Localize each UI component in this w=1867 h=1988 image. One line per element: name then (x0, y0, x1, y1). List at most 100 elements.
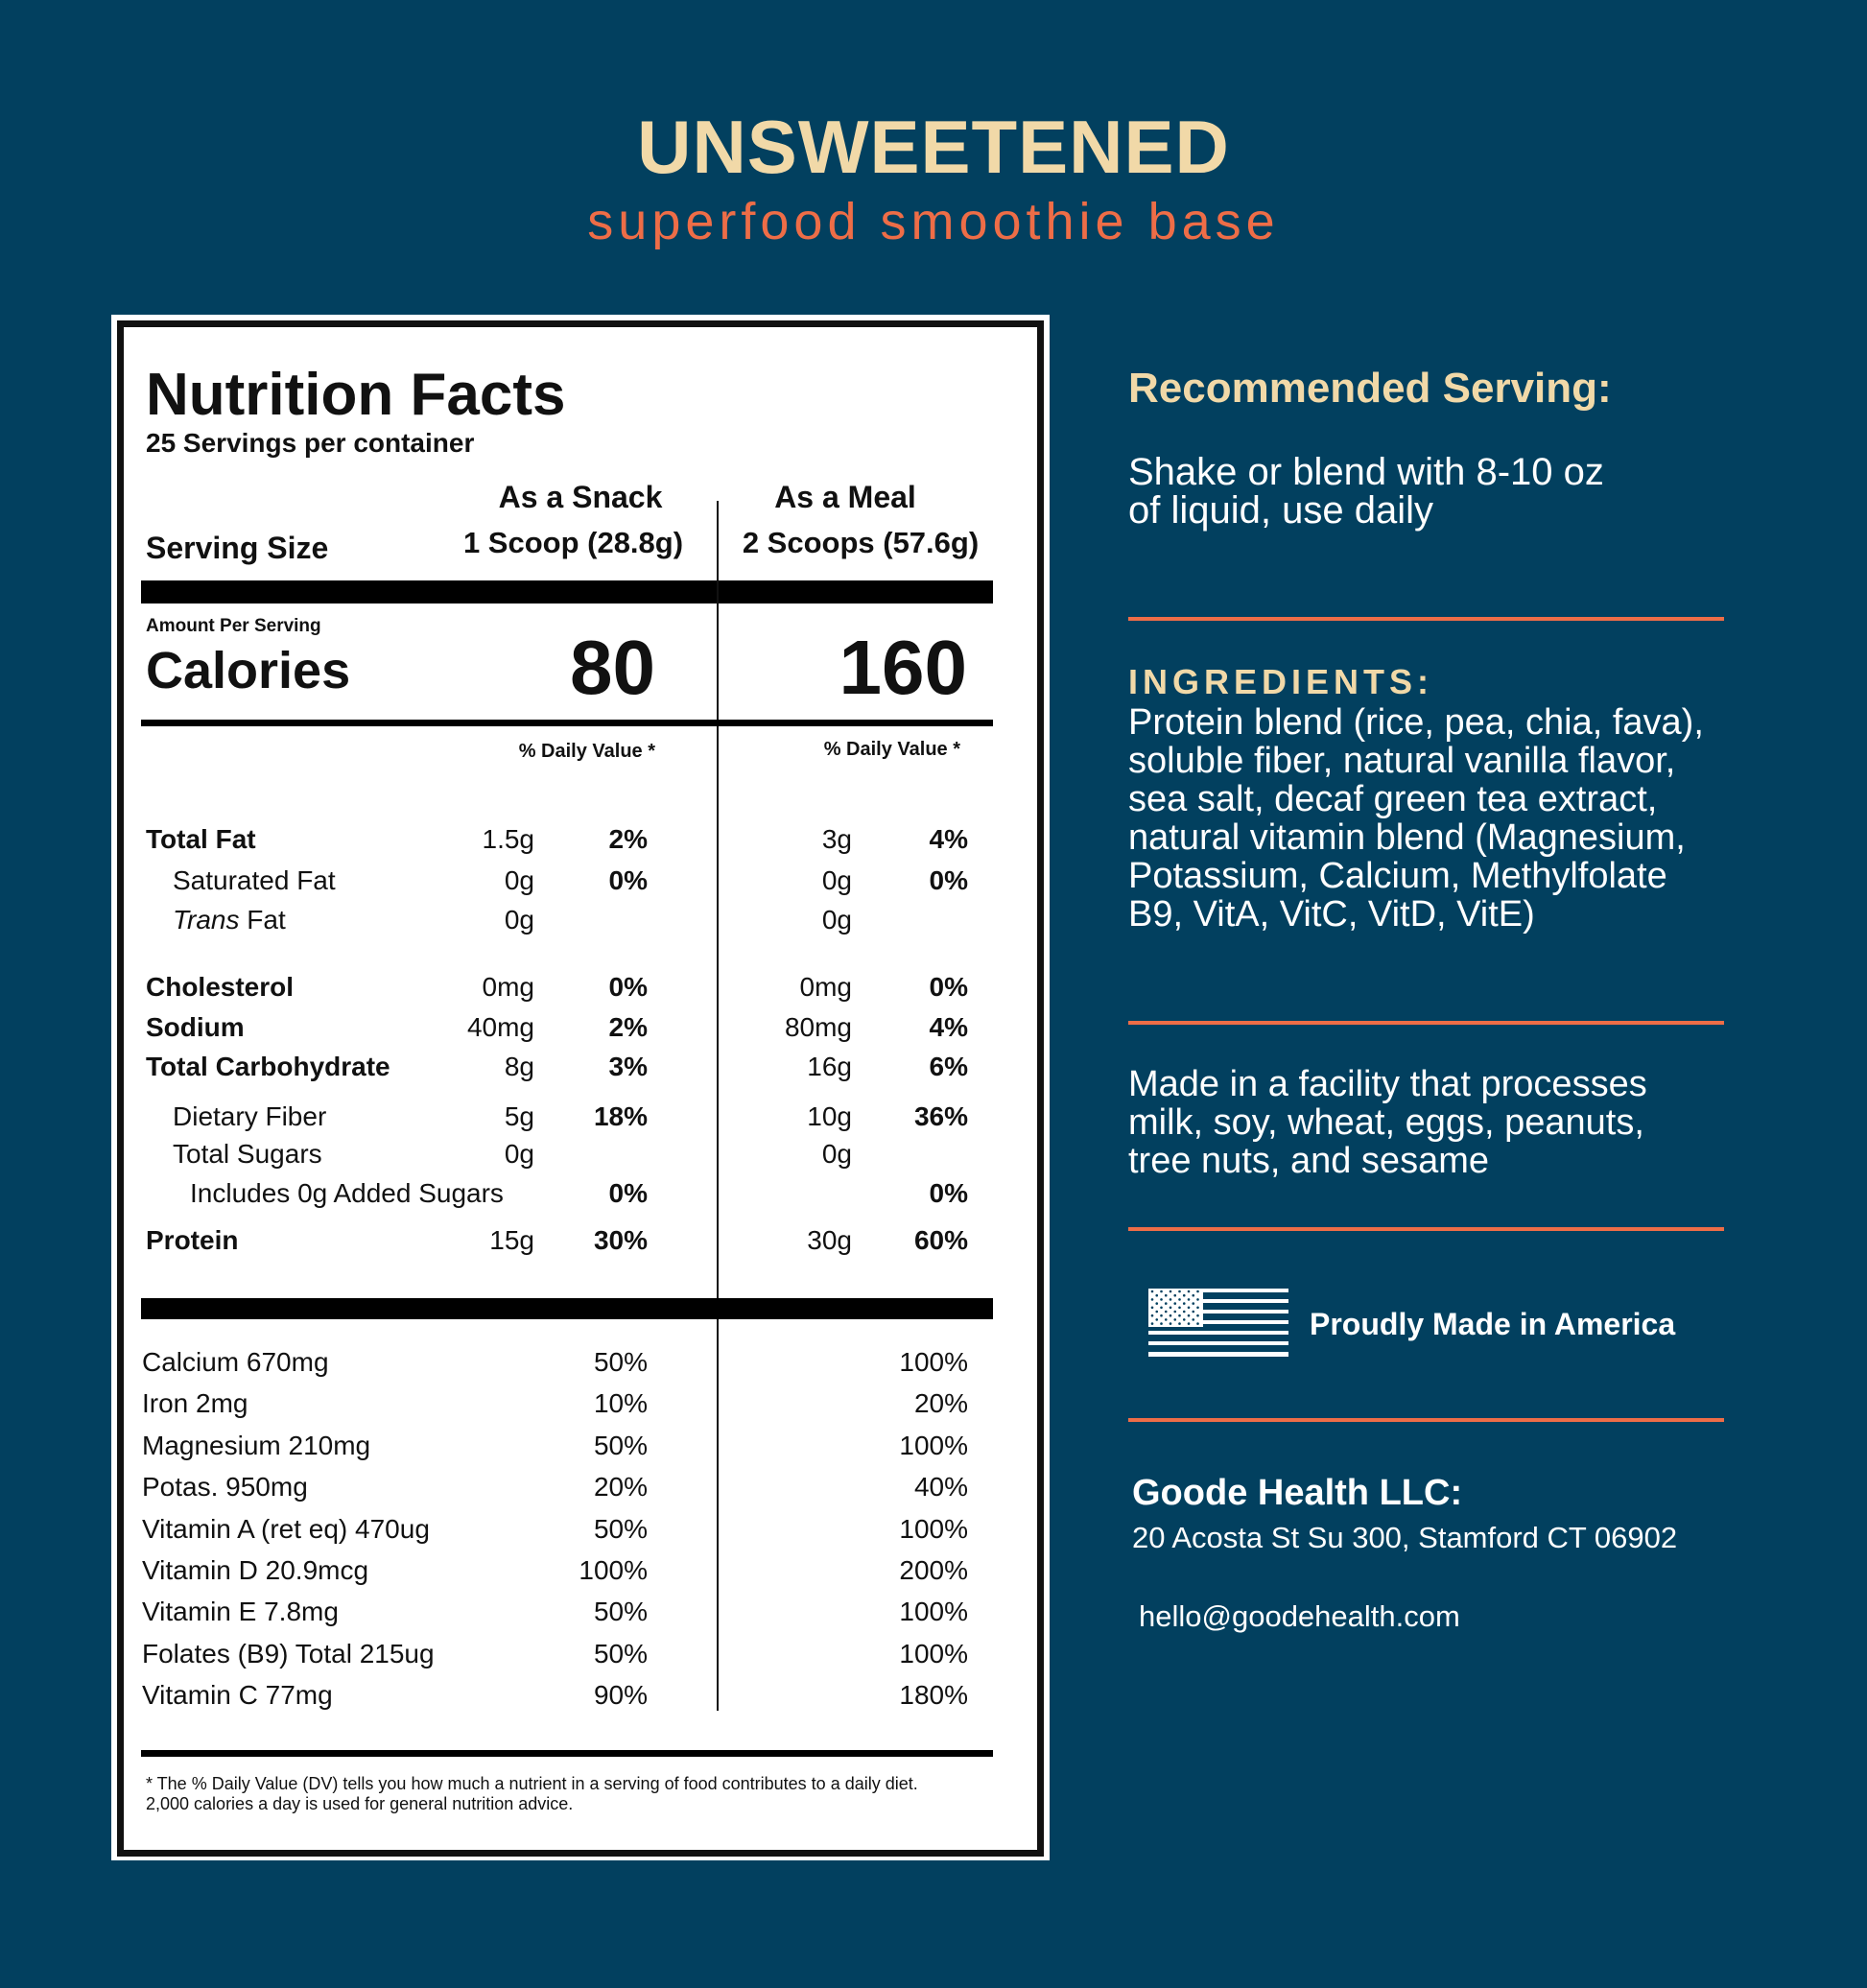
meal-dv: 200% (899, 1555, 968, 1585)
meal-dv: 0% (929, 972, 968, 1002)
ingredients-heading: INGREDIENTS: (1128, 662, 1434, 701)
ingredients-line: B9, VitA, VitC, VitD, VitE) (1128, 894, 1535, 935)
vitamin-name: Vitamin A (ret eq) 470ug (142, 1513, 430, 1544)
flag-star (1173, 1302, 1177, 1305)
meal-dv: 180% (899, 1680, 968, 1711)
snack-dv: 50% (593, 1430, 648, 1460)
flag-star (1187, 1322, 1191, 1325)
flag-star (1160, 1298, 1163, 1301)
flag-star (1178, 1306, 1181, 1310)
flag-star (1182, 1318, 1186, 1321)
meal-amt: 16g (807, 1052, 852, 1081)
vitamin-name: Folates (B9) Total 215ug (142, 1638, 435, 1668)
nutrient-name: Protein (146, 1225, 239, 1255)
flag-star (1155, 1310, 1159, 1314)
snack-dv: 100% (579, 1555, 648, 1585)
allergen-line: tree nuts, and sesame (1128, 1141, 1489, 1181)
snack-dv-header: % Daily Value * (518, 741, 655, 762)
snack-dv: 10% (593, 1388, 648, 1419)
section-divider (1128, 617, 1724, 621)
flag-star (1150, 1306, 1154, 1310)
meal-amt: 3g (821, 824, 852, 854)
ingredients-line: natural vitamin blend (Magnesium, (1128, 817, 1686, 858)
flag-star (1160, 1306, 1163, 1310)
company-name: Goode Health LLC: (1132, 1473, 1463, 1513)
meal-amt: 10g (807, 1101, 852, 1131)
nutrient-name: Dietary Fiber (173, 1101, 327, 1131)
flag-star (1164, 1302, 1168, 1305)
flag-star (1196, 1306, 1199, 1310)
contact-email[interactable]: hello@goodehealth.com (1139, 1599, 1460, 1633)
product-subtitle: superfood smoothie base (587, 193, 1280, 250)
flag-star (1192, 1293, 1195, 1297)
snack-dv: 90% (593, 1680, 648, 1711)
nutrient-name: Sodium (146, 1012, 245, 1042)
ingredients-line: sea salt, decaf green tea extract, (1128, 779, 1658, 819)
flag-star (1192, 1318, 1195, 1321)
snack-dv: 50% (593, 1597, 648, 1627)
vitamin-name: Iron 2mg (142, 1388, 248, 1419)
snack-dv: 2% (608, 824, 648, 854)
serving-line-2: of liquid, use daily (1128, 489, 1433, 532)
flag-star (1173, 1293, 1177, 1297)
medium-divider (141, 720, 993, 726)
flag-star (1164, 1310, 1168, 1314)
snack-dv: 50% (593, 1513, 648, 1544)
flag-star (1169, 1290, 1172, 1293)
snack-amt: 8g (504, 1052, 534, 1081)
flag-star (1187, 1306, 1191, 1310)
flag-star (1196, 1290, 1199, 1293)
nutrient-name: Cholesterol (146, 972, 295, 1002)
flag-star (1169, 1298, 1172, 1301)
snack-amt: 5g (504, 1101, 534, 1131)
serving-line-1: Shake or blend with 8-10 oz (1128, 451, 1604, 493)
amount-per-serving: Amount Per Serving (146, 616, 321, 636)
flag-star (1150, 1322, 1154, 1325)
nutrient-name: Total Fat (146, 824, 256, 854)
vitamin-name: Magnesium 210mg (142, 1430, 371, 1460)
flag-star (1155, 1318, 1159, 1321)
meal-serving-size: 2 Scoops (57.6g) (742, 526, 980, 559)
flag-star (1155, 1302, 1159, 1305)
meal-calories: 160 (839, 625, 967, 710)
section-divider (1128, 1227, 1724, 1231)
us-flag-icon (1148, 1289, 1288, 1357)
flag-star (1150, 1314, 1154, 1317)
flag-star (1169, 1306, 1172, 1310)
flag-star (1169, 1314, 1172, 1317)
flag-star (1192, 1310, 1195, 1314)
snack-dv: 3% (608, 1052, 648, 1081)
snack-dv: 30% (593, 1225, 648, 1255)
nutrient-name: Includes 0g Added Sugars (190, 1178, 504, 1208)
flag-star (1182, 1293, 1186, 1297)
serving-size-label: Serving Size (146, 531, 329, 565)
allergen-line: milk, soy, wheat, eggs, peanuts, (1128, 1102, 1644, 1143)
calories-label: Calories (146, 642, 351, 699)
flag-star (1187, 1314, 1191, 1317)
meal-amt: 0g (821, 905, 852, 935)
nutrient-name: Trans Fat (173, 905, 286, 935)
meal-dv: 0% (929, 865, 968, 895)
meal-amt: 30g (807, 1225, 852, 1255)
column-divider (717, 501, 719, 1711)
snack-dv: 0% (608, 865, 648, 895)
meal-dv: 36% (913, 1101, 968, 1131)
snack-dv: 2% (608, 1012, 648, 1042)
meal-amt: 80mg (784, 1012, 852, 1042)
nutrition-label (117, 320, 1044, 1857)
servings-per-container: 25 Servings per container (146, 428, 475, 458)
vitamin-name: Vitamin C 77mg (142, 1680, 333, 1711)
meal-dv: 20% (913, 1388, 968, 1419)
snack-amt: 15g (489, 1225, 534, 1255)
nutrient-name: Total Carbohydrate (146, 1052, 390, 1081)
meal-dv: 4% (929, 1012, 968, 1042)
flag-star (1164, 1293, 1168, 1297)
meal-dv: 40% (913, 1472, 968, 1503)
meal-dv: 0% (929, 1178, 968, 1208)
flag-star (1187, 1290, 1191, 1293)
flag-star (1178, 1298, 1181, 1301)
thick-divider (141, 1298, 993, 1319)
ingredients-line: Potassium, Calcium, Methylfolate (1128, 856, 1667, 896)
snack-dv: 0% (608, 972, 648, 1002)
snack-amt: 0g (504, 865, 534, 895)
